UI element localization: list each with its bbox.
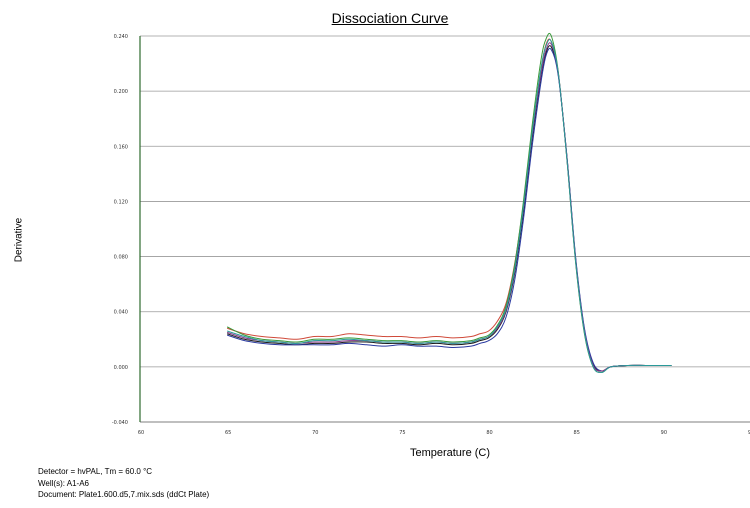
x-tick-label: 65 xyxy=(225,430,231,436)
x-tick-label: 60 xyxy=(138,430,144,436)
document-info: Document: Plate1.600.d5,7.mix.sds (ddCt … xyxy=(38,490,210,499)
series-layer xyxy=(226,32,672,373)
x-tick-label: 80 xyxy=(486,430,492,436)
series-line-3 xyxy=(226,45,672,372)
y-tick-label: 0.000 xyxy=(114,365,128,371)
chart-title: Dissociation Curve xyxy=(331,10,449,26)
y-tick-label: 0.040 xyxy=(114,310,128,316)
tick-labels: -0.040 0.000 0.040 0.080 0.120 0.160 0.200 0.24… xyxy=(112,34,750,436)
detector-info: Detector = hvPAL, Tm = 60.0 °C xyxy=(38,467,153,476)
x-tick-label: 95 xyxy=(748,430,750,436)
series-line-1 xyxy=(226,38,672,372)
series-line-6 xyxy=(226,39,672,373)
series-line-2 xyxy=(226,32,672,373)
x-tick-label: 85 xyxy=(574,430,580,436)
info-block: Detector = hvPAL, Tm = 60.0 °C Well(s): … xyxy=(38,466,209,501)
x-tick-label: 70 xyxy=(312,430,318,436)
series-line-4 xyxy=(226,47,672,372)
series-line-5 xyxy=(226,42,672,372)
axis-layer xyxy=(139,36,750,423)
grid-layer xyxy=(140,35,750,368)
wells-info: Well(s): A1-A6 xyxy=(38,478,89,488)
x-tick-label: 75 xyxy=(399,430,405,436)
x-tick-label: 90 xyxy=(661,430,667,436)
y-tick-label: 0.200 xyxy=(114,89,128,95)
x-axis-label: Temperature (C) xyxy=(409,447,491,459)
y-tick-label: -0.040 xyxy=(112,420,128,426)
y-tick-label: 0.240 xyxy=(114,34,128,40)
y-tick-label: 0.160 xyxy=(114,144,128,150)
y-tick-label: 0.080 xyxy=(114,255,128,261)
y-tick-label: 0.120 xyxy=(114,199,128,205)
